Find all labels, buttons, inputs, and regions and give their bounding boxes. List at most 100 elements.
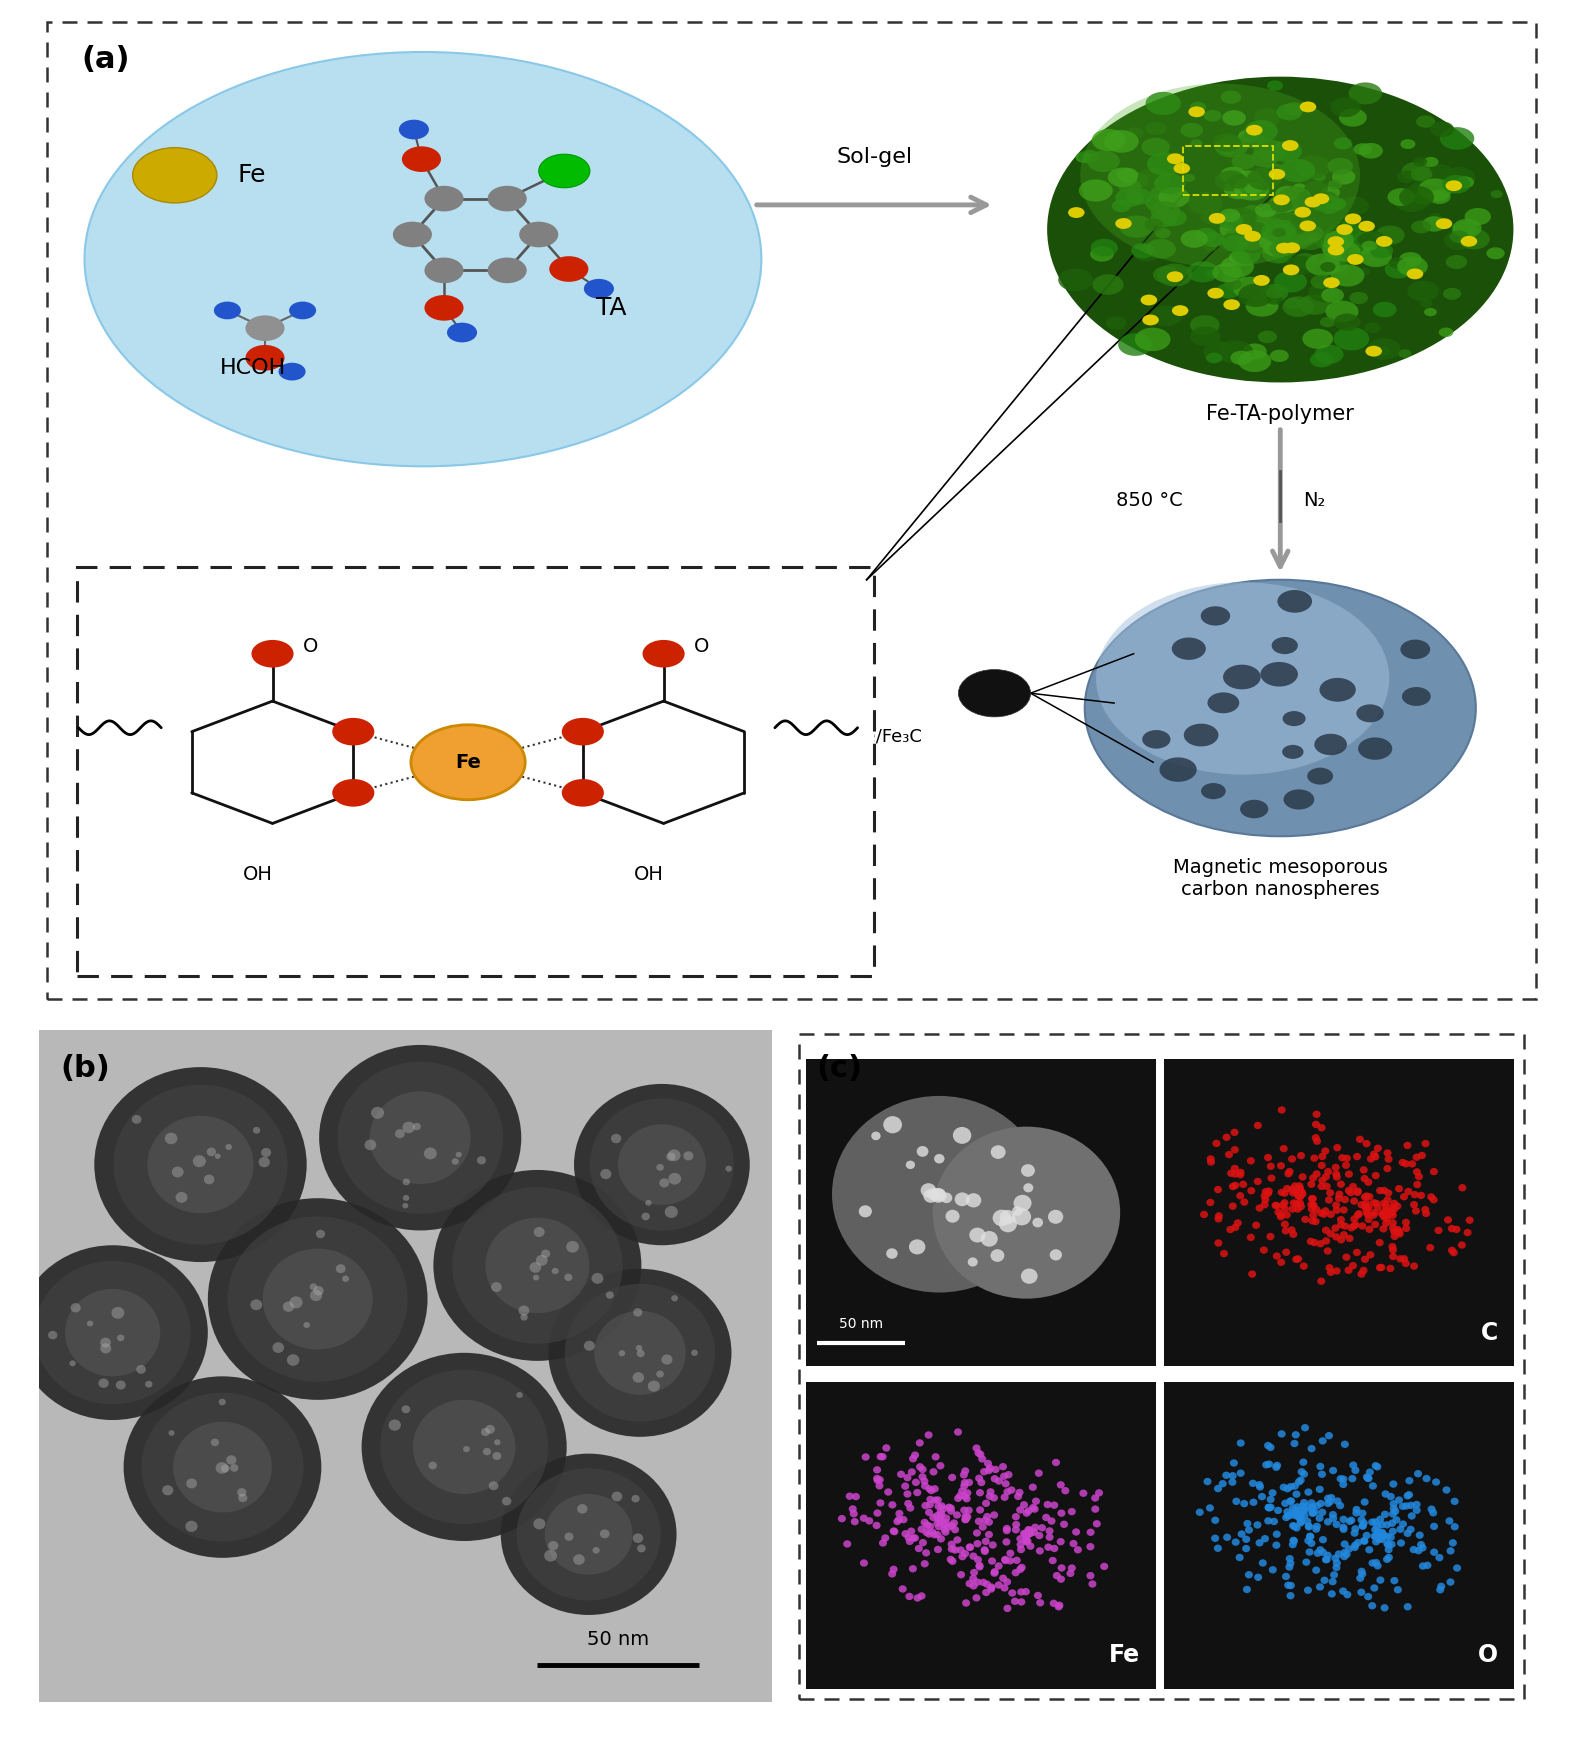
- Circle shape: [1304, 197, 1321, 208]
- Circle shape: [973, 1556, 981, 1563]
- Circle shape: [918, 1538, 928, 1547]
- Circle shape: [1402, 1219, 1410, 1226]
- Circle shape: [899, 1585, 907, 1592]
- Circle shape: [1228, 1472, 1236, 1479]
- Circle shape: [206, 1147, 216, 1156]
- Circle shape: [1359, 1523, 1367, 1529]
- Circle shape: [1444, 1217, 1452, 1224]
- Circle shape: [1277, 590, 1312, 613]
- Circle shape: [1287, 1582, 1295, 1589]
- Circle shape: [1411, 220, 1432, 234]
- Circle shape: [402, 1121, 414, 1133]
- Circle shape: [1337, 1180, 1345, 1187]
- Circle shape: [1017, 1545, 1025, 1554]
- Circle shape: [1292, 1510, 1299, 1519]
- Circle shape: [1362, 1193, 1370, 1200]
- Circle shape: [1013, 1521, 1021, 1528]
- Circle shape: [1317, 1278, 1325, 1285]
- Circle shape: [1370, 243, 1394, 258]
- Circle shape: [1258, 236, 1280, 250]
- Circle shape: [1375, 1535, 1383, 1543]
- Circle shape: [1361, 1255, 1369, 1262]
- Circle shape: [1277, 1212, 1285, 1219]
- Circle shape: [1244, 1571, 1252, 1578]
- Circle shape: [402, 147, 441, 171]
- Circle shape: [1372, 1533, 1380, 1540]
- Circle shape: [1295, 1182, 1304, 1189]
- Circle shape: [1051, 1545, 1058, 1552]
- Circle shape: [1418, 178, 1452, 201]
- Circle shape: [1243, 1519, 1252, 1528]
- Circle shape: [1354, 1212, 1362, 1219]
- Circle shape: [1276, 185, 1299, 201]
- Circle shape: [849, 1505, 857, 1512]
- Circle shape: [945, 1210, 959, 1222]
- Circle shape: [986, 1465, 994, 1472]
- Circle shape: [1414, 1547, 1422, 1554]
- Circle shape: [1021, 1165, 1035, 1177]
- Circle shape: [1329, 1467, 1337, 1474]
- Circle shape: [238, 1495, 247, 1502]
- Circle shape: [995, 1563, 1003, 1570]
- Circle shape: [1298, 1189, 1306, 1196]
- Circle shape: [1317, 1584, 1325, 1591]
- Circle shape: [1350, 1215, 1358, 1222]
- Text: (c): (c): [816, 1053, 862, 1083]
- Circle shape: [1320, 262, 1336, 272]
- Circle shape: [564, 1533, 573, 1540]
- Circle shape: [485, 1217, 589, 1313]
- Circle shape: [876, 1475, 884, 1484]
- Circle shape: [1326, 300, 1359, 323]
- Circle shape: [1391, 1205, 1399, 1213]
- Circle shape: [403, 1179, 410, 1186]
- Circle shape: [890, 1528, 898, 1535]
- Circle shape: [921, 1502, 929, 1509]
- Circle shape: [920, 1477, 928, 1484]
- Circle shape: [1292, 1255, 1301, 1262]
- Circle shape: [1277, 1107, 1285, 1114]
- Circle shape: [1238, 351, 1271, 372]
- Circle shape: [1383, 1533, 1392, 1540]
- Circle shape: [1350, 1198, 1358, 1205]
- Circle shape: [1076, 152, 1091, 162]
- Circle shape: [1284, 789, 1314, 810]
- Circle shape: [87, 1320, 93, 1327]
- Circle shape: [1254, 140, 1287, 162]
- Circle shape: [1046, 1533, 1054, 1542]
- Circle shape: [1172, 306, 1189, 316]
- Circle shape: [1277, 187, 1312, 208]
- Circle shape: [907, 1528, 915, 1535]
- Circle shape: [1370, 1200, 1378, 1206]
- Circle shape: [932, 1512, 942, 1519]
- Circle shape: [517, 1392, 523, 1399]
- Circle shape: [937, 1514, 945, 1521]
- Circle shape: [1394, 1203, 1402, 1210]
- Circle shape: [904, 1533, 912, 1542]
- Circle shape: [1145, 218, 1164, 230]
- Circle shape: [1222, 110, 1246, 126]
- Circle shape: [636, 1350, 644, 1357]
- Circle shape: [1383, 1220, 1391, 1227]
- Circle shape: [1403, 1529, 1411, 1536]
- Circle shape: [1413, 1502, 1421, 1509]
- Circle shape: [981, 1538, 989, 1545]
- Circle shape: [1115, 189, 1143, 208]
- Circle shape: [225, 1144, 232, 1151]
- Circle shape: [1413, 1507, 1421, 1514]
- Circle shape: [954, 1428, 962, 1435]
- Circle shape: [912, 1479, 920, 1486]
- Circle shape: [548, 1269, 731, 1437]
- Circle shape: [917, 1145, 929, 1158]
- Circle shape: [1043, 1514, 1051, 1521]
- Circle shape: [1312, 1566, 1320, 1573]
- Circle shape: [1002, 1556, 1010, 1563]
- Circle shape: [1290, 1523, 1298, 1529]
- Circle shape: [1429, 213, 1441, 222]
- Circle shape: [1244, 230, 1262, 241]
- Circle shape: [874, 1477, 882, 1484]
- Circle shape: [1132, 244, 1159, 262]
- Circle shape: [660, 1179, 669, 1187]
- Circle shape: [906, 1161, 915, 1170]
- Circle shape: [403, 1194, 410, 1201]
- Circle shape: [1274, 1507, 1282, 1514]
